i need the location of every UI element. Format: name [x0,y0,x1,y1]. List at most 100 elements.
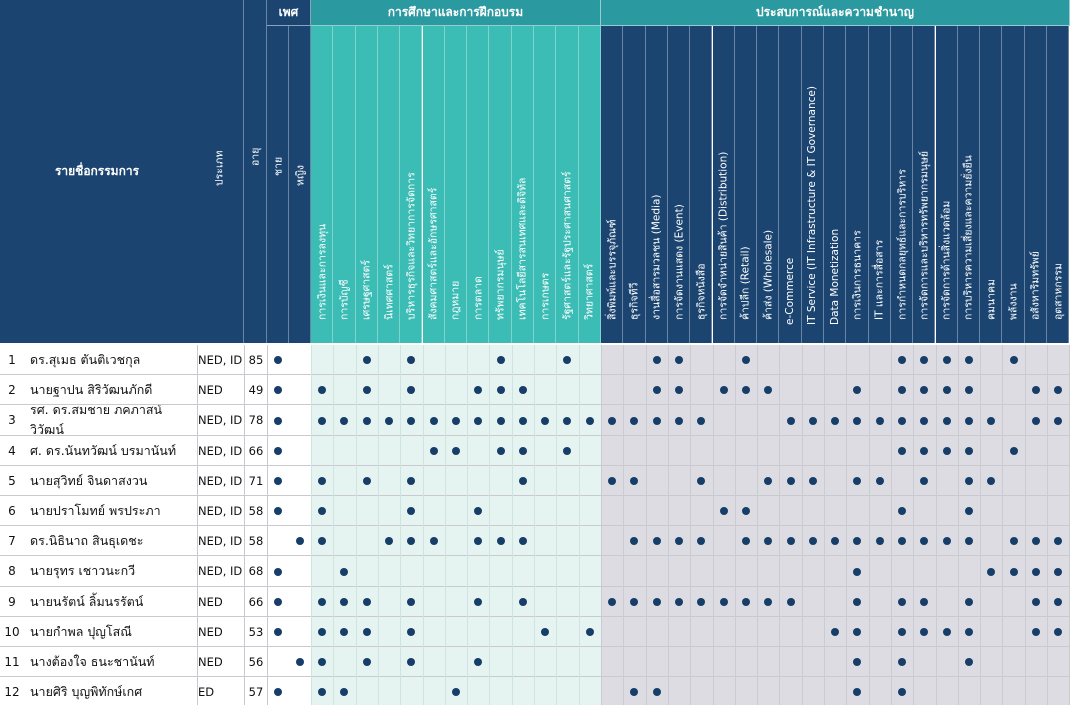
director-name: ดร.นิธินาถ สินธุเดชะ [30,533,144,549]
director-type: NED [197,647,244,678]
experience-marker [675,356,684,365]
director-number: 9 [8,594,16,609]
experience-marker [1009,356,1018,365]
experience-marker [942,446,951,455]
director-name: นายปราโมทย์ พรประภา [30,503,161,519]
experience-marker [741,386,750,395]
experience-col-1-label: ธุรกิจทีวี [628,282,641,320]
experience-marker [764,537,773,546]
experience-marker [675,537,684,546]
experience-marker [741,537,750,546]
gender-marker [274,507,282,516]
experience-marker [1054,416,1063,425]
experience-col-16-label: การบริหารความเสี่ยงและความยั่งยืน [962,155,975,320]
director-name: นายนรัตน์ ลิ้มนรรัตน์ [30,593,144,609]
experience-marker [675,597,684,606]
experience-marker [719,597,728,606]
education-marker [451,688,460,697]
director-number: 1 [8,353,16,368]
education-col-1: การบัญชี [333,26,356,343]
education-col-6-label: กฎหมาย [449,280,462,320]
experience-marker [964,416,973,425]
experience-col-2-label: งานสื่อสารมวลชน (Media) [650,194,663,320]
experience-marker [675,386,684,395]
director-name: นายรุทร เชาวนะกวี [30,563,136,579]
experience-marker [898,537,907,546]
director-name: นายฐาปน สิริวัฒนภักดี [30,382,153,398]
experience-col-12-label: IT และการสื่อสาร [873,239,886,320]
education-marker [362,356,371,365]
education-marker [407,537,416,546]
experience-marker [786,597,795,606]
director-name: นายศิริ บุญพิทักษ์เกศ [30,684,143,700]
experience-marker [898,356,907,365]
col-divider [311,345,312,705]
education-marker [362,597,371,606]
director-age: 58 [244,526,267,557]
experience-marker [898,507,907,516]
gender-marker [274,446,282,455]
education-col-4-label: บริหารธุรกิจและวิทยาการจัดการ [405,172,418,320]
experience-col-0-label: สิ่งพิมพ์และบรรจุภัณฑ์ [606,219,619,320]
director-age: 56 [244,647,267,678]
gender-marker [274,597,282,606]
education-marker [340,416,349,425]
experience-marker [898,658,907,667]
education-marker [518,597,527,606]
education-col-2: เศรษฐศาสตร์ [355,26,378,343]
row-divider [0,676,1070,678]
education-col-10-label: การเกษตร [539,272,552,320]
col-divider [801,345,803,705]
row-divider [0,434,1070,436]
age-column-header-label: อายุ [249,147,262,166]
experience-marker [898,627,907,636]
col-divider [601,345,602,705]
education-marker [563,416,572,425]
education-marker [318,658,327,667]
experience-marker [808,476,817,485]
experience-marker [608,416,617,425]
experience-marker [1009,567,1018,576]
experience-marker [697,476,706,485]
row-divider [0,555,1070,557]
education-marker [518,416,527,425]
education-marker [362,627,371,636]
director-number: 4 [8,443,16,458]
experience-marker [630,476,639,485]
education-marker [563,446,572,455]
education-col-8-label: ทรัพยากรมนุษย์ [494,249,507,320]
director-age: 49 [244,375,267,406]
col-divider [1002,345,1004,705]
experience-col-11-label: การเงินการธนาคาร [851,230,864,320]
experience-marker [652,597,661,606]
director-age: 66 [244,435,267,466]
experience-marker [697,597,706,606]
experience-col-5: การจัดจำหน่ายสินค้า (Distribution) [712,26,735,343]
experience-marker [964,356,973,365]
row-divider [0,374,1070,376]
director-type: NED, ID [197,526,244,557]
director-name: นางต้องใจ ธนะชานันท์ [30,654,155,670]
experience-col-9: IT Service (IT Infrastructure & IT Gover… [801,26,824,343]
col-divider [534,345,535,705]
experience-marker [987,476,996,485]
experience-marker [853,416,862,425]
director-type: NED, ID [197,345,244,376]
education-marker [318,386,327,395]
gender-marker [296,537,304,546]
experience-col-13: การกำหนดกลยุทธ์และการบริหาร [890,26,914,343]
experience-col-4: ธุรกิจหนังสือ [690,26,713,343]
experience-marker [942,416,951,425]
education-marker [318,416,327,425]
education-marker [318,537,327,546]
director-name: นายกำพล ปุญโสณี [30,623,132,639]
experience-marker [652,386,661,395]
experience-group-header: ประสบการณ์และความชำนาญ [601,0,1070,26]
experience-marker [942,537,951,546]
education-col-1-label: การบัญชี [338,279,351,320]
education-marker [518,446,527,455]
experience-col-7-label: ค้าส่ง (Wholesale) [762,229,775,320]
gender-col-0: ชาย [267,26,289,343]
education-marker [474,386,483,395]
experience-marker [920,356,929,365]
